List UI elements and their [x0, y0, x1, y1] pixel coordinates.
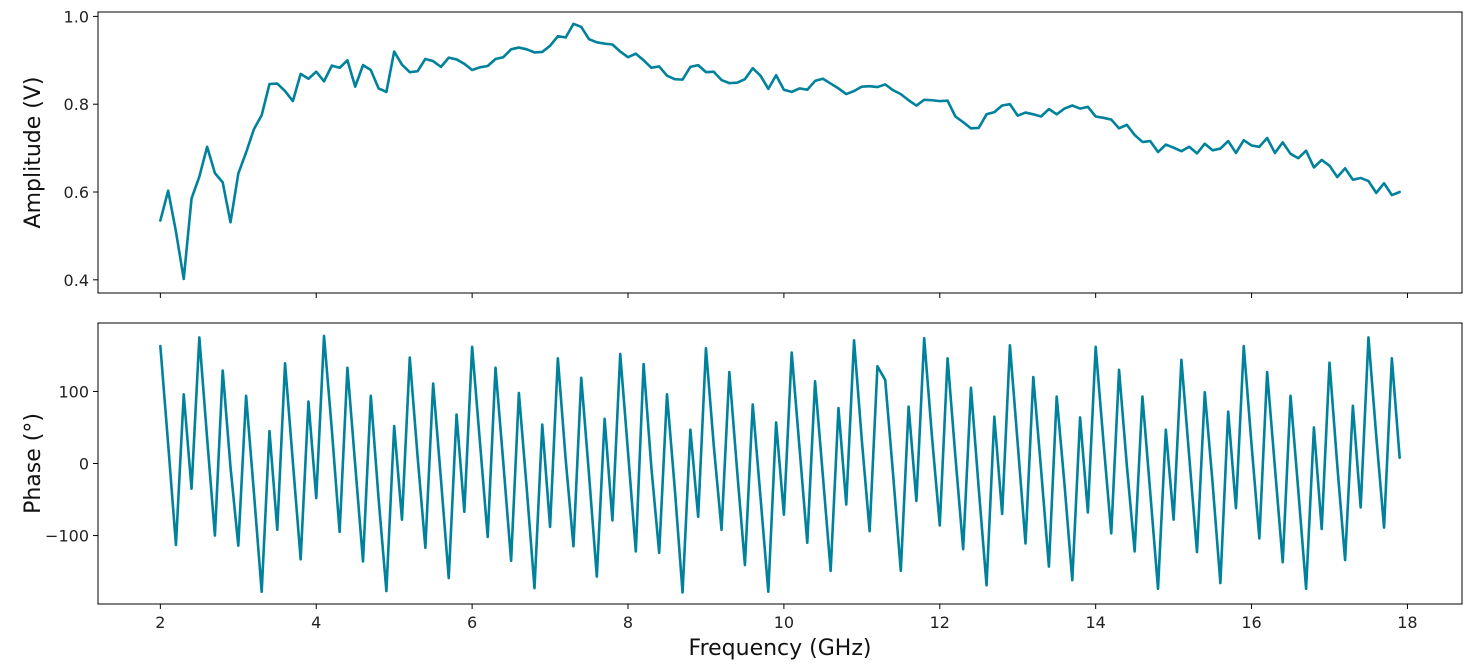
- chart-panel-2: 2 4 6 8 10 12 14 16 18 −100 0 100 Phase (°) Frequency…: [21, 322, 1463, 661]
- y-axis-label: Amplitude (V): [21, 77, 46, 229]
- x-tick-label: 18: [1397, 613, 1417, 632]
- y-tick-label: 0.6: [64, 183, 89, 202]
- x-tick-label: 10: [774, 613, 794, 632]
- plot-frame: [97, 11, 1463, 294]
- y-tick-label: 100: [58, 382, 89, 401]
- x-tick-label: 4: [311, 613, 321, 632]
- y-tick-label: 1.0: [64, 7, 89, 26]
- chart-panel-1: 0.4 0.6 0.8 1.0 Amplitude (V): [21, 7, 1463, 298]
- y-tick-label: 0: [79, 455, 89, 474]
- x-axis-label: Frequency (GHz): [689, 636, 872, 661]
- series-line-1-1: [159, 22, 1401, 281]
- y-tick-label: −100: [45, 527, 89, 546]
- x-tick-label: 14: [1085, 613, 1105, 632]
- x-tick-label: 16: [1241, 613, 1261, 632]
- x-tick-label: 8: [623, 613, 633, 632]
- y-axis-label: Phase (°): [21, 413, 46, 514]
- x-tick-label: 12: [930, 613, 950, 632]
- x-tick-label: 2: [155, 613, 165, 632]
- y-tick-label: 0.8: [64, 95, 89, 114]
- x-tick-label: 6: [467, 613, 477, 632]
- y-tick-label: 0.4: [64, 271, 89, 290]
- series-line-2-1: [159, 334, 1401, 594]
